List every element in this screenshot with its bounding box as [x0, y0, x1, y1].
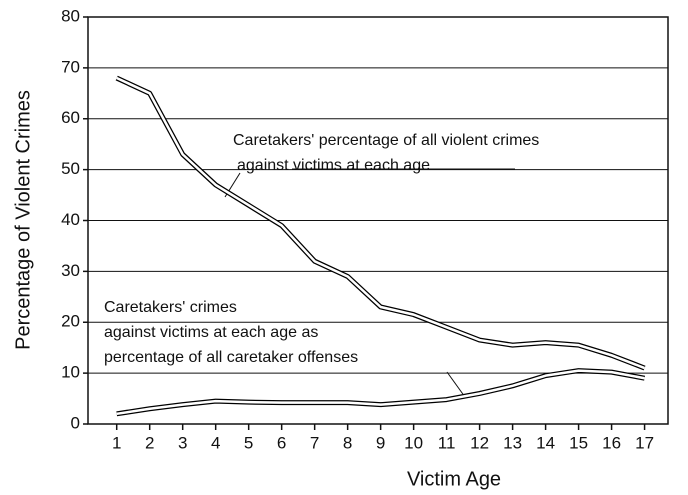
y-tick-label: 70: [61, 57, 80, 76]
x-tick-label: 3: [178, 433, 187, 452]
y-axis-label: Percentage of Violent Crimes: [12, 90, 34, 350]
annotation: against victims at each age: [237, 157, 430, 174]
x-tick-label: 13: [503, 433, 522, 452]
line-inner: [116, 76, 646, 370]
y-tick-label: 80: [61, 6, 80, 25]
x-tick-label: 11: [438, 433, 456, 452]
x-tick-label: 6: [277, 433, 286, 452]
annotation: against victims at each age as: [104, 324, 318, 341]
x-tick-label: 7: [310, 433, 319, 452]
x-tick-label: 17: [635, 433, 654, 452]
y-tick-label: 10: [61, 363, 80, 382]
line-outline: [116, 368, 646, 417]
annotation: Caretakers' crimes: [104, 299, 237, 316]
x-tick-label: 16: [602, 433, 621, 452]
x-tick-label: 2: [145, 433, 154, 452]
y-tick-label: 0: [71, 413, 80, 432]
x-tick-label: 15: [569, 433, 588, 452]
x-tick-label: 1: [112, 433, 121, 452]
y-tick-label: 40: [61, 210, 80, 229]
x-tick-label: 4: [211, 433, 220, 452]
annotation: Caretakers' percentage of all violent cr…: [233, 132, 539, 149]
y-tick-label: 50: [61, 159, 80, 178]
x-tick-label: 12: [470, 433, 489, 452]
x-tick-label: 14: [536, 433, 555, 452]
x-tick-label: 9: [376, 433, 385, 452]
leader: [446, 371, 466, 398]
y-tick-label: 20: [61, 312, 80, 331]
x-tick-label: 8: [343, 433, 352, 452]
y-tick-label: 30: [61, 261, 80, 280]
x-tick-label: 5: [244, 433, 253, 452]
y-tick-label: 60: [61, 108, 80, 127]
x-tick-label: 10: [404, 433, 423, 452]
line-inner: [116, 369, 645, 416]
x-axis-label: Victim Age: [407, 468, 501, 490]
annotation: percentage of all caretaker offenses: [104, 349, 358, 366]
